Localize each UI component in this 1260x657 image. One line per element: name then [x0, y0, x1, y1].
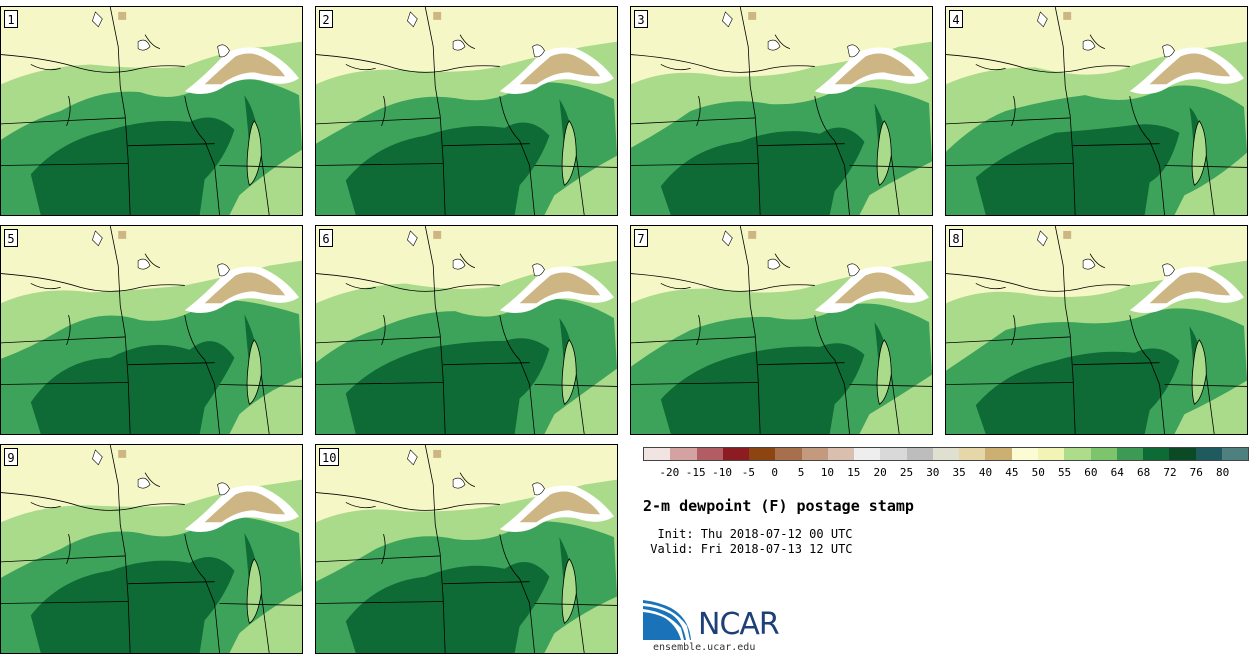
colorbar-tick-label: 25 [899, 466, 914, 479]
colorbar-swatch [644, 448, 671, 460]
member-panel-5: 5 [0, 225, 303, 435]
colorbar-tick-label: 5 [797, 466, 805, 479]
colorbar-tick-label: 68 [1136, 466, 1151, 479]
colorbar-swatch [1143, 448, 1170, 460]
colorbar-tick-label: 10 [820, 466, 835, 479]
member-number-label: 10 [319, 448, 340, 466]
ncar-logo-icon [643, 600, 691, 640]
member-panel-9: 9 [0, 444, 303, 654]
colorbar-swatch [775, 448, 802, 460]
colorbar-swatch [880, 448, 907, 460]
dewpoint-map [946, 226, 1247, 434]
member-number-label: 3 [634, 10, 648, 28]
valid-time: Valid: Fri 2018-07-13 12 UTC [643, 542, 853, 556]
dewpoint-map [316, 445, 617, 653]
member-number-label: 4 [949, 10, 963, 28]
member-panel-8: 8 [945, 225, 1248, 435]
colorbar-tick-label: 30 [926, 466, 940, 479]
colorbar-swatch [1090, 448, 1117, 460]
colorbar-swatch [1037, 448, 1065, 460]
dewpoint-map [631, 226, 932, 434]
dewpoint-map [1, 445, 302, 653]
colorbar-tick-label: 60 [1084, 466, 1098, 479]
member-number-label: 5 [4, 229, 18, 247]
colorbar-swatch [827, 448, 855, 460]
figure-title: 2-m dewpoint (F) postage stamp [643, 497, 914, 515]
dewpoint-map [316, 226, 617, 434]
colorbar-swatch [801, 448, 828, 460]
member-number-label: 8 [949, 229, 963, 247]
member-number-label: 6 [319, 229, 333, 247]
dewpoint-map [946, 7, 1247, 215]
colorbar-swatch [932, 448, 960, 460]
colorbar-tick-label: 55 [1057, 466, 1072, 479]
dewpoint-map [631, 7, 932, 215]
member-number-label: 9 [4, 448, 18, 466]
member-number-label: 1 [4, 10, 18, 28]
dewpoint-map [316, 7, 617, 215]
dewpoint-map [1, 7, 302, 215]
colorbar-tick-label: 64 [1110, 466, 1124, 479]
init-time: Init: Thu 2018-07-12 00 UTC [643, 527, 853, 541]
colorbar-tick-label: 80 [1216, 466, 1230, 479]
colorbar-swatch [1195, 448, 1222, 460]
colorbar-swatch [959, 448, 986, 460]
member-panel-6: 6 [315, 225, 618, 435]
colorbar-swatch [696, 448, 723, 460]
colorbar-swatch [1064, 448, 1091, 460]
colorbar-swatch [749, 448, 776, 460]
colorbar-tick-label: 45 [1005, 466, 1019, 479]
colorbar-swatch [1011, 448, 1038, 460]
member-number-label: 7 [634, 229, 648, 247]
colorbar [643, 447, 1249, 461]
colorbar-swatch [1116, 448, 1144, 460]
member-panel-10: 10 [315, 444, 618, 654]
colorbar-tick-label: 0 [771, 466, 779, 479]
colorbar-swatch [906, 448, 933, 460]
colorbar-swatch [985, 448, 1012, 460]
colorbar-swatch [1169, 448, 1196, 460]
ncar-logo-text: NCAR [698, 607, 780, 642]
dewpoint-map [1, 226, 302, 434]
colorbar-tick-label: 20 [873, 466, 887, 479]
colorbar-swatch [854, 448, 881, 460]
colorbar-tick-label: -10 [712, 466, 732, 479]
member-panel-2: 2 [315, 6, 618, 216]
member-number-label: 2 [319, 10, 333, 28]
member-panel-3: 3 [630, 6, 933, 216]
colorbar-tick-label: 15 [847, 466, 861, 479]
colorbar-swatch [670, 448, 697, 460]
colorbar-tick-label: -20 [659, 466, 680, 479]
colorbar-tick-labels: -20 -15 -10 -5 0 5 10 15 20 25 30 35 40 45 50 55 60 64 68 7… [643, 466, 1249, 482]
colorbar-tick-label: 76 [1189, 466, 1203, 479]
colorbar-tick-label: 72 [1163, 466, 1177, 479]
colorbar-tick-label: -15 [685, 466, 706, 479]
member-panel-7: 7 [630, 225, 933, 435]
member-panel-4: 4 [945, 6, 1248, 216]
member-panel-1: 1 [0, 6, 303, 216]
colorbar-swatch [722, 448, 750, 460]
site-url: ensemble.ucar.edu [653, 642, 756, 653]
colorbar-tick-label: -5 [741, 466, 756, 479]
colorbar-tick-label: 50 [1031, 466, 1045, 479]
colorbar-tick-label: 40 [978, 466, 993, 479]
colorbar-tick-label: 35 [952, 466, 966, 479]
colorbar-swatch [1221, 448, 1249, 460]
